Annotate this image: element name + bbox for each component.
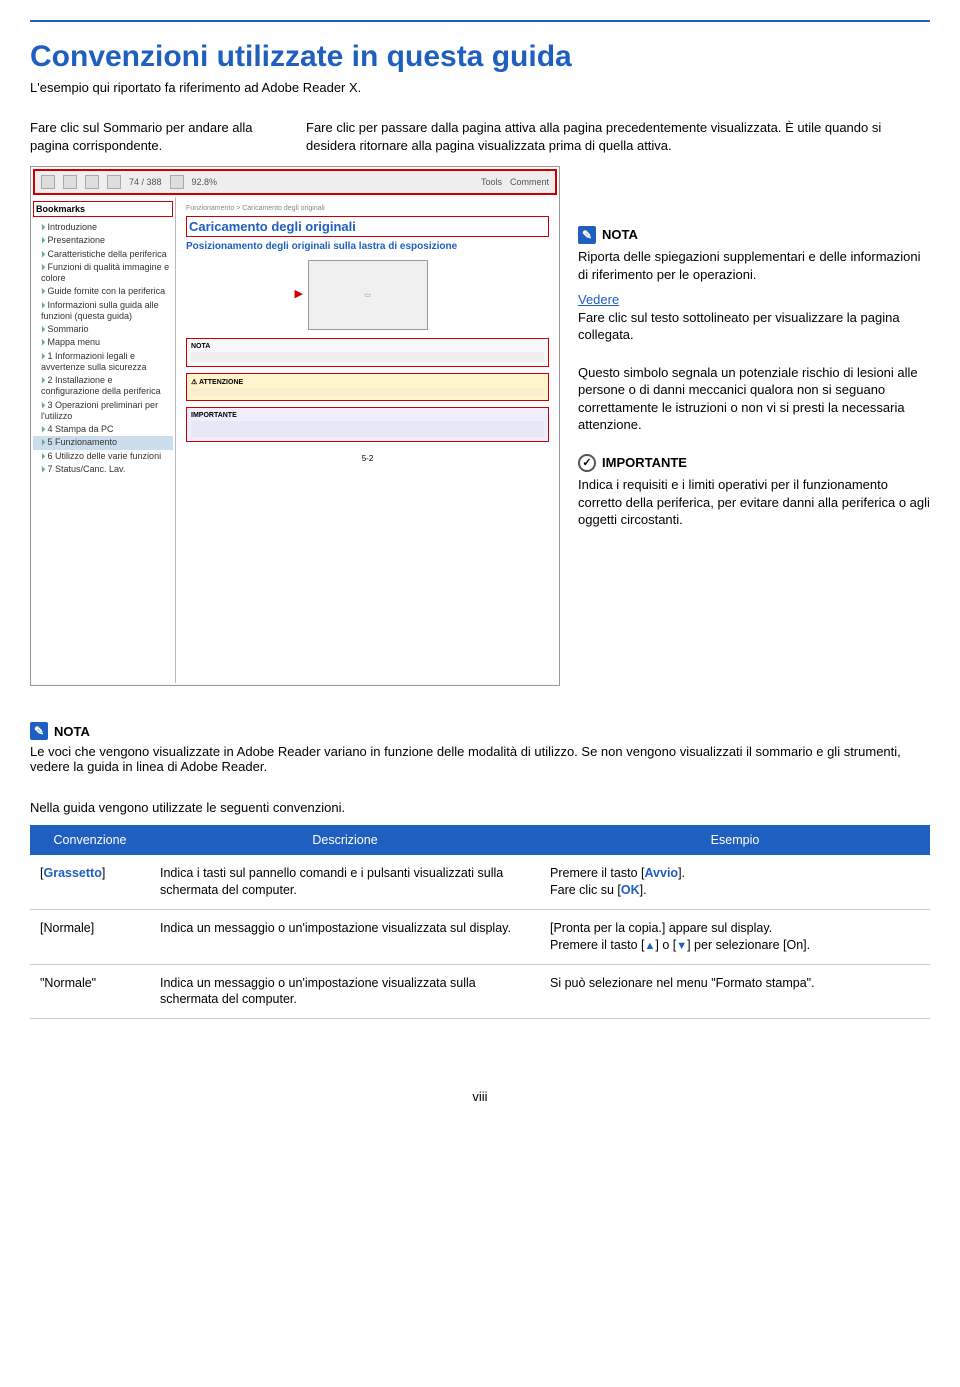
tb-icon — [170, 175, 184, 189]
tb-page: 74 / 388 — [129, 177, 162, 187]
tb-icon — [85, 175, 99, 189]
bookmark-item[interactable]: ⏵7 Status/Canc. Lav. — [33, 463, 173, 476]
bookmark-item[interactable]: ⏵6 Utilizzo delle varie funzioni — [33, 450, 173, 463]
th-convention: Convenzione — [30, 825, 150, 855]
page-number: viii — [30, 1089, 930, 1104]
cell-conv: [Grassetto] — [30, 855, 150, 909]
importante-heading: IMPORTANTE — [602, 454, 687, 472]
bookmark-item[interactable]: ⏵Informazioni sulla guida alle funzioni … — [33, 299, 173, 324]
top-annotations: Fare clic sul Sommario per andare alla p… — [30, 119, 930, 154]
bookmark-item[interactable]: ⏵Introduzione — [33, 221, 173, 234]
conventions-table: Convenzione Descrizione Esempio [Grasset… — [30, 825, 930, 1019]
bookmark-item[interactable]: ⏵Sommario — [33, 323, 173, 336]
attenzione-label: ATTENZIONE — [199, 379, 243, 386]
nota-heading: NOTA — [602, 226, 638, 244]
importante-icon: ✓ — [578, 454, 596, 472]
th-example: Esempio — [540, 825, 930, 855]
bookmark-item[interactable]: ⏵4 Stampa da PC — [33, 423, 173, 436]
bottom-nota-text: Le voci che vengono visualizzate in Adob… — [30, 744, 930, 774]
annotation-sommario: Fare clic sul Sommario per andare alla p… — [30, 119, 290, 154]
document-pane: Funzionamento > Caricamento degli origin… — [176, 197, 559, 683]
bookmark-item[interactable]: ⏵Presentazione — [33, 234, 173, 247]
tb-tools[interactable]: Tools — [481, 177, 502, 187]
tb-comment[interactable]: Comment — [510, 177, 549, 187]
nota-icon: ✎ — [578, 226, 596, 244]
nota-text: Riporta delle spiegazioni supplementari … — [578, 248, 930, 283]
tb-icon — [63, 175, 77, 189]
importante-box: IMPORTANTE — [186, 407, 549, 442]
bookmark-item[interactable]: ⏵Caratteristiche della periferica — [33, 248, 173, 261]
conventions-intro: Nella guida vengono utilizzate le seguen… — [30, 800, 930, 815]
cell-desc: Indica un messaggio o un'impostazione vi… — [150, 909, 540, 964]
warning-text: Questo simbolo segnala un potenziale ris… — [578, 364, 930, 434]
bookmark-item[interactable]: ⏵Mappa menu — [33, 336, 173, 349]
vedere-text: Fare clic sul testo sottolineato per vis… — [578, 309, 930, 344]
tb-icon — [107, 175, 121, 189]
tb-zoom: 92.8% — [192, 177, 218, 187]
vedere-link[interactable]: Vedere — [578, 292, 619, 307]
bottom-nota-label: NOTA — [54, 724, 90, 739]
subtitle: L'esempio qui riportato fa riferimento a… — [30, 80, 930, 95]
nota-callout-box: NOTA — [186, 338, 549, 367]
laptop-illustration: ▭ — [308, 260, 428, 330]
screenshot-row: 74 / 388 92.8% Tools Comment Bookmarks ⏵… — [30, 166, 930, 686]
reader-toolbar[interactable]: 74 / 388 92.8% Tools Comment — [33, 169, 557, 195]
bookmarks-header: Bookmarks — [33, 201, 173, 217]
table-row: "Normale" Indica un messaggio o un'impos… — [30, 964, 930, 1019]
breadcrumb: Funzionamento > Caricamento degli origin… — [186, 205, 549, 212]
table-row: [Normale] Indica un messaggio o un'impos… — [30, 909, 930, 964]
bookmark-item[interactable]: ⏵Guide fornite con la periferica — [33, 285, 173, 298]
bookmark-item[interactable]: ⏵5 Funzionamento — [33, 436, 173, 449]
bookmark-item[interactable]: ⏵Funzioni di qualità immagine e colore — [33, 261, 173, 286]
pdf-page-num: 5-2 — [186, 454, 549, 463]
page-title: Convenzioni utilizzate in questa guida — [30, 40, 930, 74]
bookmark-item[interactable]: ⏵2 Installazione e configurazione della … — [33, 374, 173, 399]
th-description: Descrizione — [150, 825, 540, 855]
cell-desc: Indica i tasti sul pannello comandi e i … — [150, 855, 540, 909]
callouts-column: ✎ NOTA Riporta delle spiegazioni supplem… — [578, 166, 930, 686]
callout-nota: ✎ NOTA Riporta delle spiegazioni supplem… — [578, 226, 930, 344]
bookmark-item[interactable]: ⏵1 Informazioni legali e avvertenze sull… — [33, 350, 173, 375]
cell-ex: Premere il tasto [Avvio]. Fare clic su [… — [540, 855, 930, 909]
bottom-nota: ✎ NOTA Le voci che vengono visualizzate … — [30, 722, 930, 774]
callout-importante: ✓ IMPORTANTE Indica i requisiti e i limi… — [578, 454, 930, 529]
importante-label: IMPORTANTE — [191, 412, 237, 419]
table-row: [Grassetto] Indica i tasti sul pannello … — [30, 855, 930, 909]
cell-desc: Indica un messaggio o un'impostazione vi… — [150, 964, 540, 1019]
cell-ex: [Pronta per la copia.] appare sul displa… — [540, 909, 930, 964]
importante-text: Indica i requisiti e i limiti operativi … — [578, 476, 930, 529]
cell-conv: [Normale] — [30, 909, 150, 964]
content-title: Caricamento degli originali — [186, 216, 549, 237]
annotation-back: Fare clic per passare dalla pagina attiv… — [306, 119, 930, 154]
nota-icon: ✎ — [30, 722, 48, 740]
bookmark-item[interactable]: ⏵3 Operazioni preliminari per l'utilizzo — [33, 399, 173, 424]
cell-ex: Si può selezionare nel menu "Formato sta… — [540, 964, 930, 1019]
cell-conv: "Normale" — [30, 964, 150, 1019]
content-subtitle: Posizionamento degli originali sulla las… — [186, 241, 549, 252]
callout-warning: Questo simbolo segnala un potenziale ris… — [578, 364, 930, 434]
tb-icon — [41, 175, 55, 189]
nota-label: NOTA — [191, 343, 210, 350]
top-rule — [30, 20, 930, 22]
attenzione-box: ⚠ ATTENZIONE — [186, 373, 549, 401]
adobe-reader-screenshot: 74 / 388 92.8% Tools Comment Bookmarks ⏵… — [30, 166, 560, 686]
bookmarks-panel[interactable]: Bookmarks ⏵Introduzione⏵Presentazione⏵Ca… — [31, 197, 176, 683]
